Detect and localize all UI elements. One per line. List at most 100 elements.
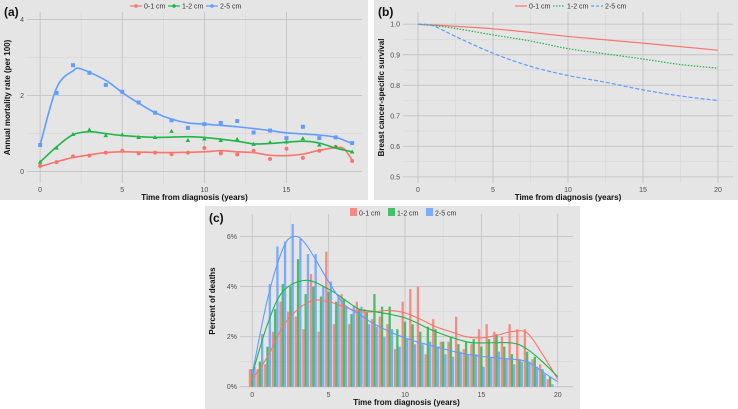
data-point — [185, 138, 191, 143]
data-point — [120, 89, 125, 94]
bar-2-5 cm — [276, 246, 279, 387]
data-point — [202, 122, 207, 127]
bar-1-2 cm — [457, 344, 460, 387]
bar-2-5 cm — [459, 351, 462, 387]
bar-1-2 cm — [251, 369, 254, 387]
bar-1-2 cm — [396, 329, 399, 387]
data-point — [317, 148, 322, 153]
bar-1-2 cm — [548, 376, 552, 387]
bar-1-2 cm — [495, 334, 498, 387]
bar-0-1 cm — [309, 274, 313, 387]
data-point — [251, 141, 256, 146]
bar-0-1 cm — [264, 364, 267, 387]
smooth-curve-0-1 cm — [251, 299, 559, 380]
bar-2-5 cm — [467, 354, 470, 387]
bar-1-2 cm — [335, 301, 338, 387]
bar-0-1 cm — [363, 309, 366, 387]
data-point — [54, 160, 59, 165]
panel-a: 0 5 10 15 0 2 4 Time from diagnosis (years) Annu… — [0, 0, 368, 202]
x-tick-label: 0 — [250, 392, 254, 399]
legend-label: 0-1 cm — [144, 4, 166, 11]
legend: 0-1 cm 1-2 cm 2-5 cm — [515, 4, 627, 11]
bar-2-5 cm — [375, 326, 378, 387]
data-point — [218, 120, 223, 125]
data-point — [38, 163, 43, 168]
legend-marker — [210, 4, 214, 8]
bar-2-5 cm — [352, 306, 355, 387]
bar-2-5 cm — [490, 356, 493, 387]
smooth-curve-1-2 cm — [39, 130, 353, 163]
y-axis-title: Percent of deaths — [208, 267, 217, 335]
bar-0-1 cm — [508, 324, 511, 387]
y-tick-label: 1.0 — [390, 22, 400, 29]
x-axis-title: Time from diagnosis (years) — [515, 193, 622, 202]
data-point — [185, 125, 190, 130]
data-point — [218, 138, 224, 143]
data-point — [87, 127, 92, 132]
bar-0-1 cm — [477, 329, 481, 387]
data-point — [251, 148, 256, 153]
bar-2-5 cm — [436, 346, 439, 387]
bar-2-5 cm — [551, 384, 554, 387]
bar-1-2 cm — [419, 331, 422, 387]
bar-0-1 cm — [546, 379, 549, 387]
y-tick-label: 0.5 — [390, 174, 400, 181]
bar-0-1 cm — [348, 324, 351, 387]
data-point — [234, 136, 240, 141]
legend-key — [426, 208, 433, 216]
bar-0-1 cm — [439, 341, 443, 387]
data-point — [103, 150, 108, 155]
panel-label: (a) — [4, 5, 19, 19]
bar-1-2 cm — [350, 314, 353, 387]
bar-0-1 cm — [539, 364, 542, 387]
data-point — [268, 157, 273, 162]
data-point — [317, 142, 322, 147]
bar-1-2 cm — [503, 346, 506, 387]
bar-1-2 cm — [411, 324, 414, 387]
x-tick-label: 20 — [714, 187, 722, 194]
data-point — [87, 70, 92, 75]
bar-1-2 cm — [327, 291, 330, 387]
bar-1-2 cm — [442, 341, 445, 387]
bar-0-1 cm — [286, 311, 290, 387]
data-point — [103, 82, 108, 87]
bar-2-5 cm — [367, 324, 371, 387]
bar-0-1 cm — [279, 301, 282, 387]
legend-marker — [172, 4, 176, 8]
data-point — [136, 135, 141, 139]
data-point — [251, 130, 256, 135]
data-point — [152, 135, 158, 139]
bar-1-2 cm — [281, 284, 284, 387]
x-tick-label: 5 — [120, 187, 124, 194]
bar-1-2 cm — [518, 359, 521, 387]
bar-1-2 cm — [526, 351, 529, 387]
bar-1-2 cm — [342, 299, 346, 387]
bar-0-1 cm — [355, 301, 359, 387]
bar-2-5 cm — [444, 354, 447, 387]
x-axis-title: Time from diagnosis (years) — [353, 398, 460, 407]
data-point — [317, 136, 322, 141]
data-point — [169, 128, 174, 133]
bar-2-5 cm — [398, 346, 401, 387]
bar-0-1 cm — [531, 359, 534, 387]
data-point — [284, 136, 289, 141]
bar-2-5 cm — [299, 239, 302, 387]
bar-2-5 cm — [306, 254, 310, 387]
bar-1-2 cm — [480, 346, 483, 387]
bar-1-2 cm — [365, 311, 368, 387]
x-tick-label: 10 — [401, 392, 409, 399]
bar-2-5 cm — [383, 336, 386, 387]
bar-2-5 cm — [429, 341, 432, 387]
y-tick-label: 4 — [20, 17, 24, 24]
bar-1-2 cm — [541, 369, 544, 387]
legend-label: 1-2 cm — [182, 4, 204, 11]
y-tick-label: 0% — [227, 384, 237, 391]
smooth-curve-1-2 cm — [251, 279, 559, 378]
bar-2-5 cm — [268, 284, 271, 387]
bar-0-1 cm — [271, 331, 274, 387]
bar-1-2 cm — [258, 361, 262, 387]
data-point — [153, 110, 158, 115]
survival-curve-2-5 cm — [417, 23, 719, 102]
bar-2-5 cm — [520, 361, 523, 387]
y-axis-title: Breast cancer-specific survival — [377, 39, 386, 157]
